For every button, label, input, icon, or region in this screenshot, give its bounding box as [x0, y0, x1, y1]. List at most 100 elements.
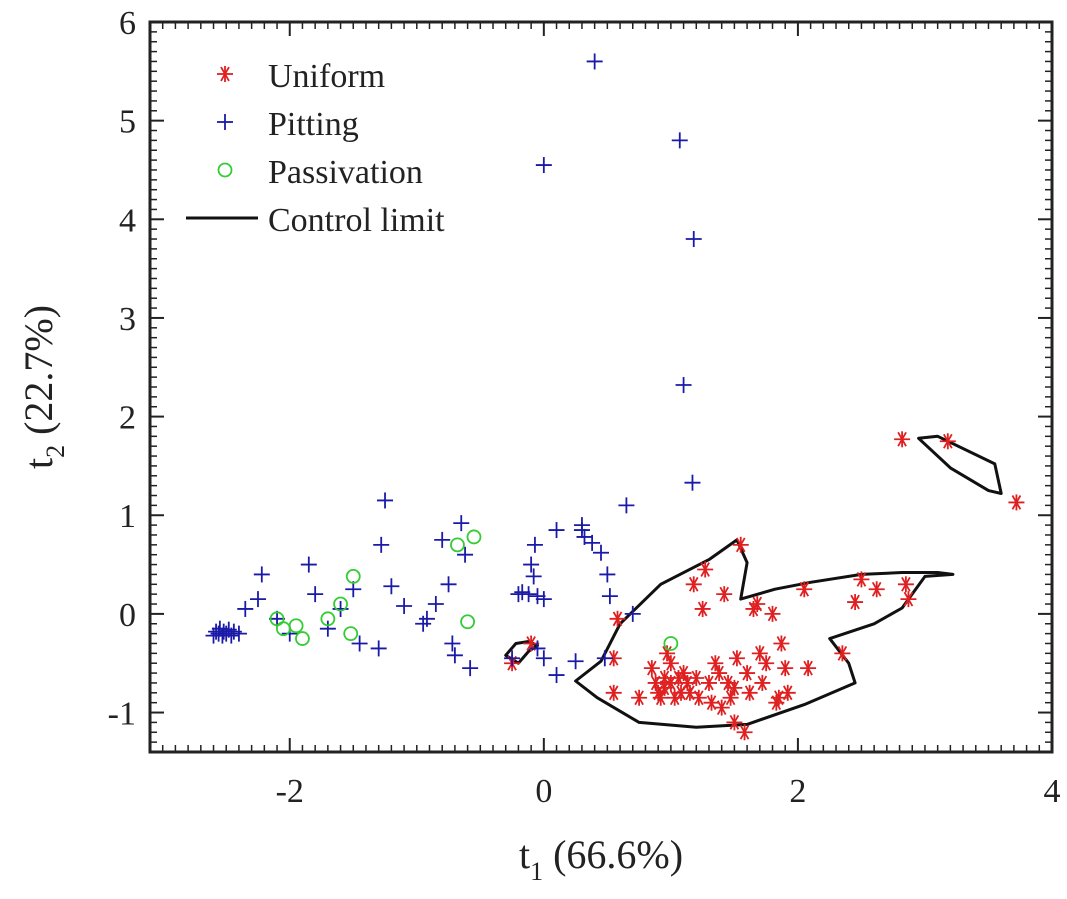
data-point-uniform [764, 605, 781, 622]
data-point-pitting [514, 584, 531, 601]
data-point-pitting [230, 625, 247, 642]
y-axis-label-rest: (22.7%) [16, 305, 61, 445]
series-pitting [205, 53, 702, 684]
data-point-pitting [573, 517, 590, 534]
data-point-passivation [466, 529, 482, 545]
data-point-pitting [396, 598, 413, 614]
data-point-pitting [586, 53, 603, 70]
data-point-uniform [694, 600, 711, 617]
data-point-uniform [868, 581, 885, 598]
data-point-pitting [535, 591, 552, 608]
data-point-pitting [370, 640, 387, 657]
data-point-uniform [685, 576, 702, 593]
data-point-pitting [377, 492, 394, 509]
data-point-passivation [295, 631, 310, 646]
x-tick-label: 4 [1044, 773, 1061, 810]
data-point-passivation [320, 611, 336, 627]
data-point-pitting [300, 556, 317, 573]
data-point-pitting [618, 497, 635, 514]
data-point-pitting [434, 531, 451, 548]
y-tick-label: 2 [119, 400, 136, 437]
x-tick-label: 2 [789, 773, 806, 810]
data-point-uniform [736, 724, 753, 741]
data-point-uniform [853, 571, 870, 588]
data-point-pitting [685, 231, 702, 248]
data-point-uniform [773, 635, 790, 652]
data-point-uniform [939, 433, 956, 450]
data-point-pitting [584, 534, 601, 551]
y-axis-label-main: t [16, 458, 61, 469]
data-point-pitting [529, 588, 546, 605]
data-point-uniform [722, 689, 739, 706]
x-axis-label-subscript: 1 [530, 857, 543, 886]
data-point-pitting [223, 627, 240, 644]
data-point-pitting [535, 650, 552, 667]
data-point-uniform [749, 596, 766, 613]
data-point-pitting [462, 660, 479, 677]
data-point-pitting [446, 647, 463, 664]
data-point-pitting [548, 667, 565, 684]
data-point-passivation [345, 569, 361, 584]
data-point-uniform [631, 689, 648, 706]
data-point-pitting [383, 578, 400, 595]
y-tick-label: -1 [108, 696, 136, 733]
data-point-pitting [237, 600, 254, 617]
data-point-uniform [754, 674, 771, 691]
data-point-uniform [675, 665, 692, 682]
data-point-pitting [373, 536, 390, 553]
data-point-pitting [596, 650, 613, 667]
data-point-uniform [643, 660, 660, 677]
data-point-uniform [707, 655, 724, 672]
data-point-pitting [440, 576, 457, 593]
data-point-passivation [450, 537, 465, 553]
data-point-pitting [529, 640, 546, 657]
data-point-passivation [343, 626, 359, 642]
axis-ticks: -2 0 2 4 -1 0 1 2 3 4 5 6 [108, 5, 1061, 810]
data-point-uniform [652, 689, 669, 706]
data-point-passivation [460, 614, 476, 630]
data-point-uniform [758, 655, 775, 672]
x-tick-label: 0 [535, 773, 552, 810]
series-passivation [269, 529, 679, 651]
data-point-pitting [307, 586, 324, 603]
data-point-passivation [333, 596, 348, 612]
data-point-pitting [249, 591, 266, 608]
data-point-uniform [728, 650, 745, 667]
plot-area [205, 53, 1025, 741]
data-point-uniform [659, 645, 676, 662]
data-point-uniform [777, 660, 794, 677]
y-tick-label: 6 [119, 5, 136, 42]
y-tick-label: 1 [119, 498, 136, 535]
data-point-uniform [741, 684, 758, 701]
data-point-uniform [894, 431, 911, 448]
data-point-pitting [523, 556, 540, 573]
data-point-pitting [444, 635, 461, 652]
data-point-pitting [599, 566, 616, 583]
data-point-pitting [453, 515, 470, 532]
data-point-pitting [504, 650, 521, 667]
y-tick-label: 4 [119, 202, 136, 239]
data-point-uniform [609, 610, 626, 627]
y-tick-label: 5 [119, 104, 136, 141]
data-point-pitting [525, 568, 542, 585]
data-point-pitting [418, 610, 435, 627]
data-point-uniform [713, 699, 730, 716]
y-axis-label-subscript: 2 [41, 445, 70, 458]
series-uniform [504, 431, 1025, 741]
data-point-pitting [593, 544, 609, 561]
data-point-uniform [732, 536, 749, 553]
y-axis-label: t2 (22.7%) [16, 305, 70, 469]
x-axis-label: t1 (66.6%) [519, 832, 683, 886]
data-point-uniform [900, 591, 917, 608]
legend-label-passivation: Passivation [268, 154, 423, 191]
data-point-pitting [427, 596, 444, 613]
data-point-pitting [319, 620, 336, 637]
data-point-uniform [726, 679, 743, 696]
data-point-uniform [800, 660, 817, 677]
data-point-pitting [535, 157, 552, 174]
data-point-uniform [897, 576, 914, 593]
legend-marker-passivation [217, 162, 233, 178]
data-point-uniform [726, 714, 743, 731]
